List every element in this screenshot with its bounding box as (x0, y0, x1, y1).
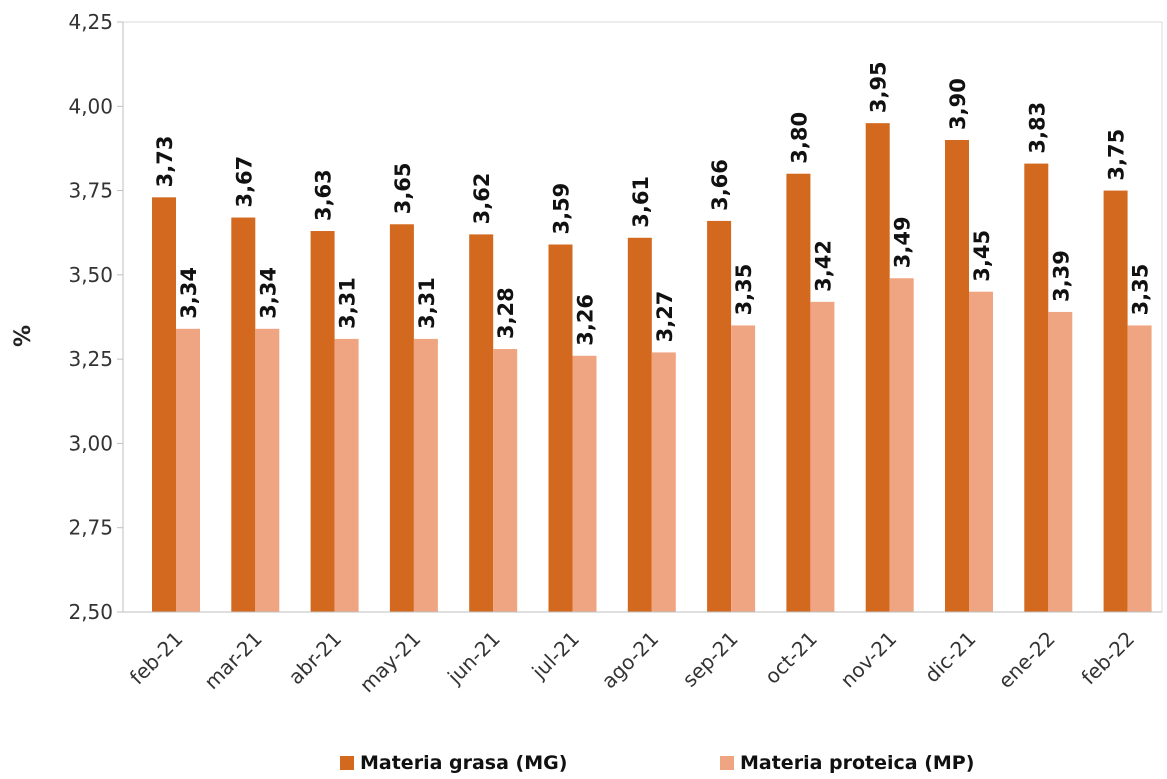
data-label: 3,26 (574, 294, 598, 346)
bar-materia-grasa (627, 237, 652, 612)
y-axis-title: % (11, 325, 36, 347)
x-tick-label: dic-21 (920, 627, 981, 688)
y-tick-label: 3,00 (68, 431, 113, 455)
data-label: 3,63 (312, 169, 336, 221)
bar-materia-grasa (548, 244, 573, 612)
bar-materia-grasa (231, 217, 256, 613)
data-label: 3,34 (177, 267, 201, 319)
data-label: 3,31 (415, 277, 439, 329)
data-label: 3,42 (811, 240, 835, 292)
y-axis: 2,50 2,75 3,00 3,25 3,50 3,75 4,00 4,25 (68, 10, 124, 624)
bar-materia-proteica (889, 278, 914, 612)
y-tick-label: 3,50 (68, 263, 113, 287)
bar-materia-proteica (572, 355, 597, 612)
legend-item-materia-grasa: Materia grasa (MG) (340, 752, 567, 774)
data-label: 3,35 (1129, 264, 1153, 316)
data-label: 3,61 (629, 176, 653, 228)
data-label: 3,83 (1025, 102, 1049, 154)
bar-materia-grasa (945, 140, 969, 612)
bar-materia-proteica (334, 338, 359, 612)
data-label: 3,31 (336, 277, 360, 329)
data-label: 3,28 (494, 287, 518, 339)
x-tick-label: feb-22 (1076, 627, 1139, 690)
legend-swatch-materia-proteica (720, 756, 734, 770)
data-label: 3,59 (550, 183, 574, 235)
data-label: 3,39 (1049, 250, 1073, 302)
bar-materia-grasa (389, 224, 414, 613)
x-tick-label: ene-22 (993, 627, 1059, 693)
bar-materia-proteica (176, 328, 200, 612)
bars (152, 123, 1152, 613)
data-label: 3,66 (708, 159, 732, 211)
y-tick-label: 2,75 (68, 516, 113, 540)
data-label: 3,45 (970, 230, 994, 282)
x-tick-label: jul-21 (526, 627, 584, 685)
x-tick-label: abr-21 (284, 627, 347, 690)
bar-materia-grasa (469, 234, 494, 612)
bar-materia-grasa (786, 173, 811, 612)
y-tick-label: 2,50 (68, 600, 113, 624)
data-label: 3,80 (787, 112, 811, 164)
data-label: 3,90 (946, 78, 970, 130)
data-label: 3,49 (891, 216, 915, 268)
x-tick-label: oct-21 (760, 627, 822, 689)
y-tick-label: 4,25 (68, 10, 113, 34)
legend-label-materia-proteica: Materia proteica (MP) (740, 752, 975, 774)
x-tick-label: mar-21 (199, 627, 266, 694)
legend-item-materia-proteica: Materia proteica (MP) (720, 752, 974, 774)
x-tick-label: may-21 (355, 627, 426, 698)
data-label: 3,35 (732, 264, 756, 316)
data-label: 3,73 (153, 135, 177, 187)
data-label: 3,27 (653, 291, 677, 343)
data-label: 3,34 (256, 267, 280, 319)
bar-materia-proteica (413, 338, 438, 612)
bar-materia-proteica (255, 328, 280, 612)
bar-materia-proteica (493, 349, 518, 612)
legend: Materia grasa (MG) Materia proteica (MP) (0, 752, 1167, 778)
bar-materia-grasa (1024, 163, 1049, 612)
bar-materia-grasa (1103, 190, 1128, 613)
x-tick-label: jun-21 (442, 627, 505, 690)
x-tick-label: ago-21 (597, 627, 664, 694)
x-tick-label: nov-21 (836, 627, 902, 693)
x-tick-label: sep-21 (678, 627, 743, 692)
y-tick-label: 3,75 (68, 179, 113, 203)
bar-materia-proteica (810, 301, 835, 612)
bar-materia-proteica (969, 291, 993, 612)
bar-materia-proteica (731, 325, 756, 612)
bar-materia-proteica (1048, 311, 1073, 612)
bar-materia-proteica (1127, 325, 1152, 612)
legend-swatch-materia-grasa (340, 756, 354, 770)
data-label: 3,67 (232, 156, 256, 208)
bar-materia-grasa (707, 220, 732, 612)
bar-materia-grasa (310, 231, 335, 612)
data-label: 3,95 (867, 61, 891, 113)
y-tick-label: 4,00 (68, 94, 113, 118)
bar-materia-grasa (865, 123, 890, 613)
bar-materia-proteica (651, 352, 676, 612)
data-label: 3,62 (470, 173, 494, 225)
x-tick-label: feb-21 (125, 627, 188, 690)
bar-chart: 2,50 2,75 3,00 3,25 3,50 3,75 4,00 4,25 3,73 3,3… (11, 10, 1163, 698)
data-label: 3,65 (391, 162, 415, 214)
x-axis: feb-21 mar-21 abr-21 may-21 jun-21 jul-21 ago-… (123, 611, 1162, 698)
bar-materia-grasa (152, 197, 176, 613)
data-labels: 3,73 3,34 3,67 3,34 3,63 3,31 3,65 3,31 3,62 3,28… (153, 61, 1153, 345)
legend-label-materia-grasa: Materia grasa (MG) (360, 752, 568, 774)
y-tick-label: 3,25 (68, 347, 113, 371)
data-label: 3,75 (1105, 129, 1129, 181)
